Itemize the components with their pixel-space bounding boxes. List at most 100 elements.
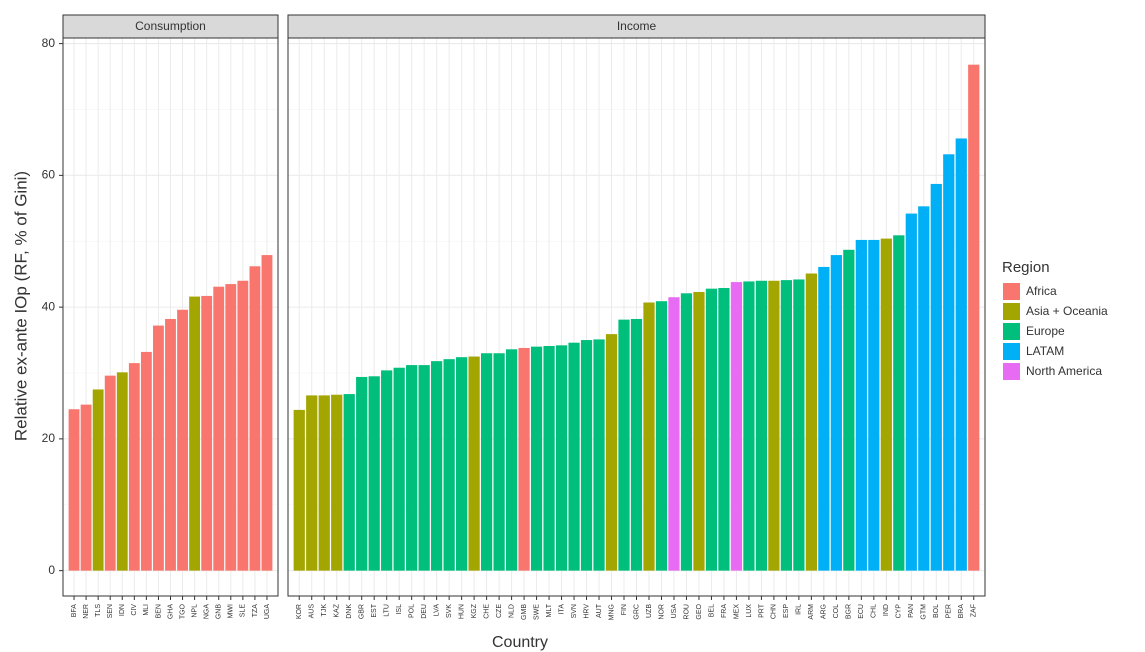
- bar: [630, 318, 643, 571]
- x-tick-label: NER: [83, 604, 90, 619]
- bar: [177, 309, 188, 571]
- bar: [530, 346, 543, 571]
- strip-label: Income: [617, 19, 657, 33]
- bar: [743, 281, 755, 571]
- x-tick-label: CHE: [483, 604, 490, 619]
- x-tick-label: DNK: [346, 604, 353, 619]
- bar: [331, 394, 343, 571]
- bar: [730, 282, 743, 571]
- x-tick-label: GNB: [216, 604, 223, 620]
- x-tick-label: BEL: [708, 604, 715, 617]
- bar: [418, 365, 430, 571]
- legend-label: Africa: [1026, 284, 1057, 298]
- x-tick-label: AUS: [309, 604, 316, 619]
- bar: [80, 404, 92, 571]
- bar: [505, 349, 518, 571]
- bar: [843, 249, 855, 571]
- x-tick-label: SLE: [240, 604, 247, 618]
- x-tick-label: IDN: [119, 604, 126, 616]
- x-tick-label: CZE: [496, 604, 503, 618]
- x-tick-label: ARM: [808, 604, 815, 620]
- bar: [955, 138, 967, 571]
- x-tick-label: IND: [883, 604, 890, 616]
- bar: [213, 286, 225, 571]
- x-tick-label: FRA: [721, 604, 728, 618]
- x-tick-label: SVK: [446, 604, 453, 618]
- bar: [780, 280, 793, 571]
- x-tick-label: IRL: [796, 604, 803, 615]
- x-tick-label: LTU: [384, 604, 391, 617]
- bar: [705, 288, 718, 571]
- bar: [893, 235, 905, 571]
- x-tick-label: KOR: [296, 604, 303, 619]
- x-tick-label: UZB: [646, 604, 653, 618]
- bar: [249, 266, 261, 571]
- bar: [393, 367, 405, 571]
- x-tick-label: TZA: [252, 604, 259, 618]
- x-tick-label: UGA: [264, 604, 271, 620]
- bar: [918, 206, 930, 571]
- bar: [543, 345, 555, 571]
- legend-label: LATAM: [1026, 344, 1064, 358]
- x-tick-label: TGO: [179, 603, 186, 619]
- x-tick-label: CHN: [771, 604, 778, 619]
- x-tick-label: ARG: [821, 604, 828, 619]
- bar: [580, 340, 593, 571]
- x-tick-label: GRC: [633, 604, 640, 620]
- legend-label: Asia + Oceania: [1026, 304, 1108, 318]
- x-tick-label: POL: [409, 604, 416, 618]
- bar: [680, 293, 693, 571]
- x-tick-label: MLT: [546, 603, 553, 617]
- x-tick-label: ESP: [783, 604, 790, 618]
- bar: [468, 356, 480, 571]
- x-tick-label: ROU: [683, 604, 690, 620]
- bar: [905, 213, 917, 571]
- bar: [643, 302, 655, 571]
- bar: [153, 325, 164, 571]
- bar: [830, 255, 842, 571]
- x-tick-label: MWI: [228, 604, 235, 618]
- bar: [261, 255, 273, 571]
- legend-label: North America: [1026, 364, 1102, 378]
- x-tick-label: MNG: [608, 604, 615, 620]
- bar: [593, 339, 605, 571]
- y-tick-label: 40: [42, 299, 56, 313]
- bar: [406, 365, 418, 571]
- x-tick-label: FIN: [621, 604, 628, 615]
- bar: [189, 296, 201, 571]
- x-tick-label: ISL: [396, 604, 403, 615]
- bar: [818, 266, 830, 571]
- bar: [92, 389, 104, 571]
- x-tick-label: GBR: [359, 604, 366, 619]
- x-tick-label: PAN: [908, 604, 915, 618]
- x-tick-label: ITA: [558, 604, 565, 615]
- bar: [968, 64, 980, 571]
- x-tick-label: NPL: [191, 604, 198, 618]
- bar: [128, 363, 140, 571]
- y-axis-label: Relative ex-ante IOp (RF, % of Gini): [11, 171, 30, 441]
- x-tick-label: NLD: [508, 604, 515, 618]
- legend-swatch: [1003, 363, 1020, 380]
- x-tick-label: BEN: [155, 604, 162, 618]
- bar: [165, 318, 176, 571]
- x-tick-label: SEN: [107, 604, 114, 618]
- x-tick-label: SVN: [571, 604, 578, 618]
- legend-label: Europe: [1026, 324, 1065, 338]
- strip-label: Consumption: [135, 19, 206, 33]
- x-tick-label: LVA: [433, 604, 440, 617]
- bar: [768, 280, 780, 571]
- x-axis-label: Country: [492, 634, 548, 651]
- x-tick-label: GHA: [167, 604, 174, 620]
- x-tick-label: BRA: [958, 604, 965, 619]
- bar: [343, 394, 355, 571]
- x-tick-label: HRV: [583, 604, 590, 619]
- x-tick-label: KGZ: [471, 603, 478, 618]
- y-tick-label: 0: [48, 563, 55, 577]
- x-tick-label: DEU: [421, 604, 428, 619]
- bar: [443, 359, 455, 571]
- x-tick-label: EST: [371, 603, 378, 617]
- bar: [237, 280, 249, 571]
- x-tick-label: MEX: [733, 604, 740, 620]
- x-tick-label: SWE: [533, 604, 540, 620]
